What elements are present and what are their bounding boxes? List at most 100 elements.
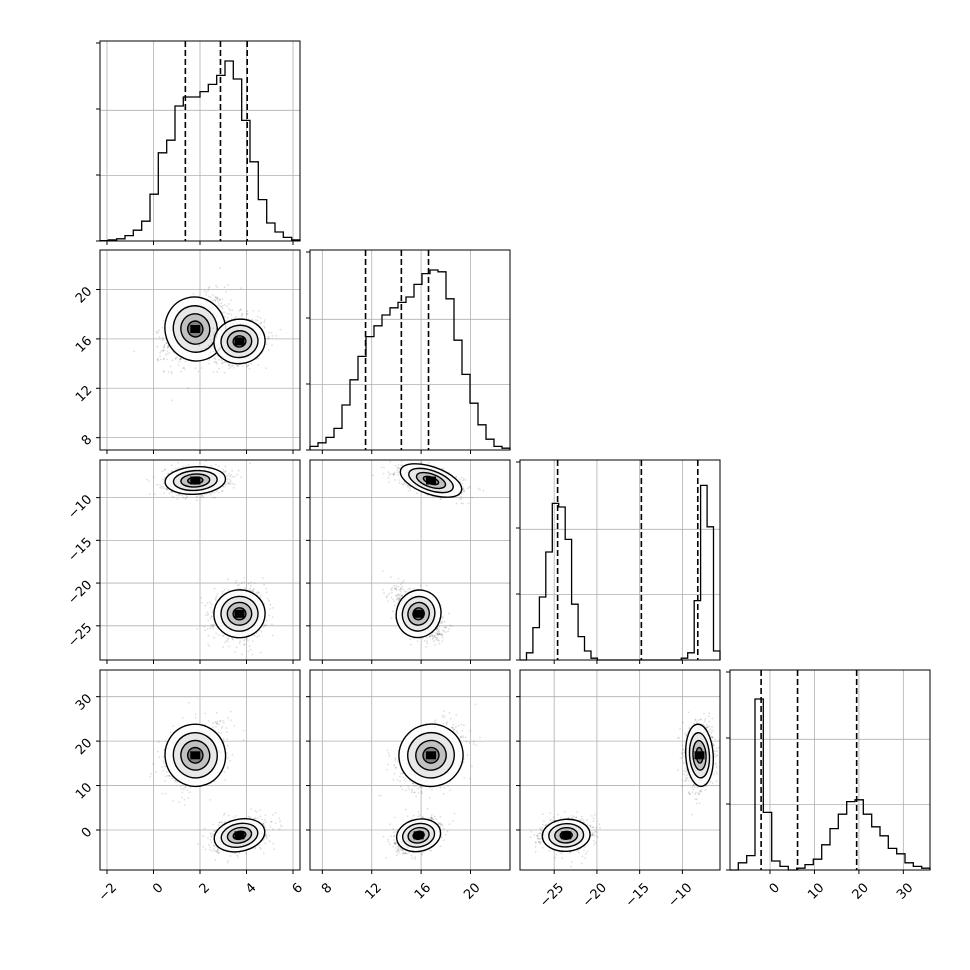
sample-point [455, 475, 457, 478]
sample-point [228, 482, 231, 484]
sample-point [179, 358, 182, 360]
sample-point [179, 358, 182, 360]
sample-point [231, 318, 233, 320]
sample-point [399, 587, 402, 589]
sample-point [228, 478, 231, 481]
sample-point [391, 610, 394, 613]
sample-point [222, 470, 225, 473]
sample-point [220, 359, 223, 362]
sample-point [397, 464, 400, 466]
sample-point [217, 300, 219, 303]
sample-point [230, 474, 232, 476]
sample-point [251, 653, 254, 656]
sample-point [192, 292, 195, 295]
sample-point [430, 634, 433, 636]
sample-point [162, 358, 165, 361]
sample-point [426, 642, 429, 645]
sample-point [168, 492, 171, 495]
sample-point [398, 479, 401, 481]
sample-point [180, 358, 182, 361]
sample-point [269, 603, 272, 606]
sample-point [438, 642, 441, 645]
sample-point [268, 614, 271, 617]
sample-point [416, 640, 419, 643]
sample-point [227, 578, 230, 581]
sample-point [210, 345, 213, 347]
sample-point [182, 367, 184, 370]
sample-point [207, 634, 210, 637]
sample-point [224, 316, 226, 318]
sample-point [230, 313, 233, 316]
sample-point [219, 305, 222, 308]
sample-point [256, 319, 259, 322]
sample-point [271, 623, 273, 626]
sample-point [264, 624, 267, 626]
sample-point [407, 485, 409, 488]
sample-point [255, 591, 258, 594]
sample-point [242, 365, 245, 367]
sample-point [221, 593, 224, 595]
sample-point [252, 309, 255, 312]
sample-point [230, 299, 232, 301]
sample-point [175, 468, 177, 470]
sample-point [416, 492, 418, 495]
sample-point [156, 332, 158, 335]
sample-point [159, 483, 162, 486]
sample-point [207, 619, 210, 622]
sample-point [208, 645, 211, 647]
sample-point [228, 475, 231, 478]
sample-point [388, 473, 391, 476]
sample-point [153, 493, 156, 496]
sample-point [252, 590, 255, 593]
sample-point [265, 624, 267, 627]
sample-point [436, 637, 439, 640]
sample-point [269, 607, 271, 610]
sample-point [221, 312, 224, 314]
sample-point [441, 617, 444, 619]
sample-point [229, 483, 232, 485]
sample-point [268, 337, 270, 339]
sample-point [247, 364, 249, 366]
sample-point [177, 467, 180, 469]
sample-point [468, 485, 471, 488]
sample-point [226, 478, 229, 480]
sample-point [221, 361, 224, 364]
sample-point [236, 365, 239, 368]
sample-point [408, 487, 411, 490]
sample-point [208, 286, 211, 289]
sample-point [459, 478, 461, 481]
sample-point [198, 344, 201, 347]
scatter-density [372, 460, 485, 648]
sample-point [221, 634, 224, 637]
sample-point [401, 464, 404, 467]
sample-point [253, 634, 256, 637]
sample-point [203, 349, 206, 352]
sample-point [166, 347, 169, 349]
sample-point [161, 487, 163, 489]
sample-point [256, 591, 259, 593]
sample-point [212, 299, 215, 302]
sample-point [214, 597, 217, 599]
histogram-step [309, 269, 511, 450]
sample-point [246, 637, 248, 640]
sample-point [195, 628, 198, 630]
sample-point [460, 492, 463, 495]
sample-point [211, 496, 214, 499]
sample-point [462, 479, 465, 482]
sample-point [227, 363, 230, 366]
sample-point [420, 462, 423, 464]
sample-point [170, 464, 173, 467]
sample-point [162, 350, 165, 352]
sample-point [210, 341, 213, 344]
sample-point [212, 623, 215, 626]
sample-point [227, 303, 230, 305]
sample-point [406, 484, 409, 487]
sample-point [246, 310, 249, 313]
sample-point [160, 350, 163, 352]
sample-point [167, 472, 169, 475]
sample-point [239, 308, 242, 311]
sample-point [219, 267, 222, 269]
sample-point [157, 331, 160, 334]
sample-point [165, 342, 168, 344]
sample-point [244, 638, 246, 641]
